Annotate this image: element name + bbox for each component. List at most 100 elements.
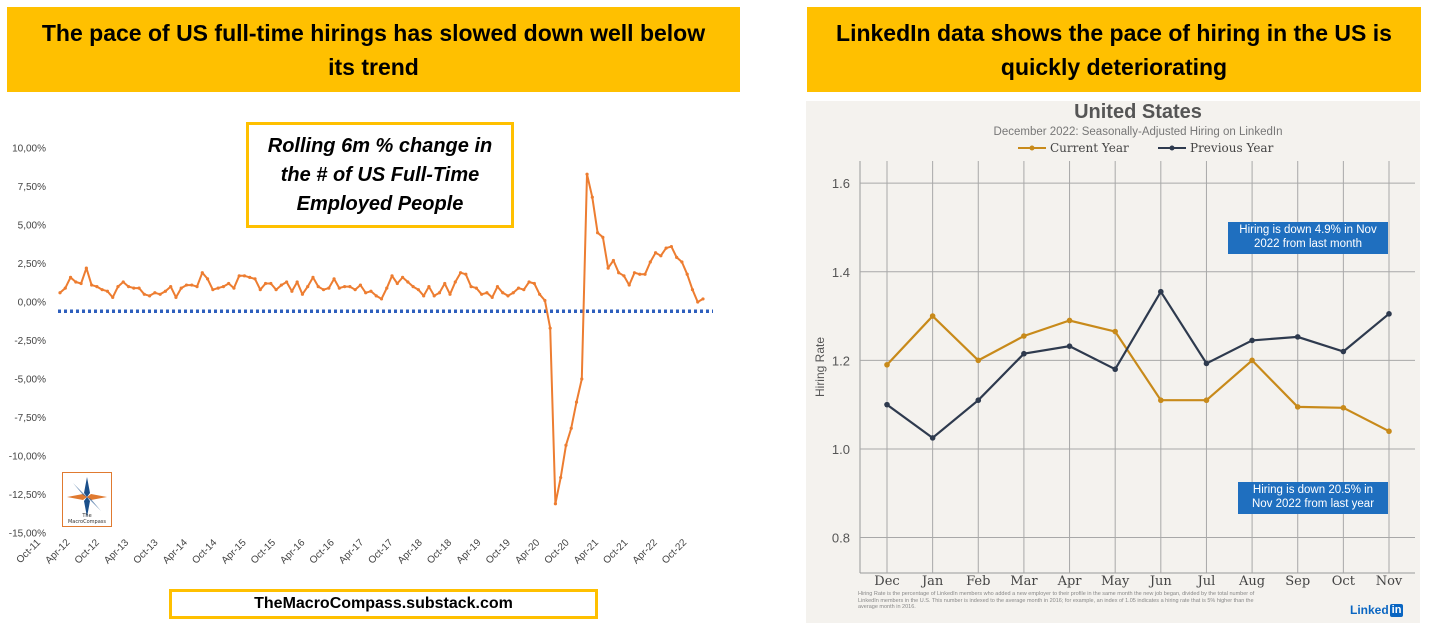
- data-point: [659, 254, 663, 258]
- data-point: [184, 283, 189, 287]
- x-tick-label: Apr-14: [161, 537, 190, 566]
- y-tick-label: -5,00%: [14, 375, 46, 386]
- data-point: [253, 277, 257, 281]
- data-point: [142, 292, 146, 296]
- data-point: [448, 292, 452, 296]
- data-point: [601, 235, 605, 239]
- right-banner-text: LinkedIn data shows the pace of hiring i…: [836, 19, 1392, 80]
- data-point: [100, 288, 104, 292]
- x-tick-label: Oct-18: [425, 537, 454, 566]
- y-tick-label: -2,50%: [14, 336, 46, 347]
- y-tick-label: 1.6: [832, 176, 850, 191]
- data-point: [532, 281, 536, 286]
- data-point: [622, 274, 626, 278]
- series-point: [884, 401, 890, 408]
- data-point: [343, 285, 347, 289]
- y-tick-label: 2,50%: [18, 259, 46, 270]
- data-point: [232, 286, 236, 290]
- substack-link-text[interactable]: TheMacroCompass.substack.com: [254, 595, 513, 612]
- y-tick-label: 1.0: [832, 442, 850, 457]
- data-point: [79, 281, 83, 286]
- data-point: [564, 443, 568, 447]
- data-point: [274, 288, 278, 292]
- data-point: [422, 294, 426, 298]
- data-point: [153, 291, 157, 295]
- chart-subtitle: December 2022: Seasonally-Adjusted Hirin…: [994, 126, 1283, 138]
- data-point: [111, 295, 115, 299]
- data-point: [632, 271, 637, 275]
- data-point: [453, 280, 457, 284]
- data-point: [374, 294, 378, 298]
- data-point: [675, 255, 679, 259]
- data-point: [643, 272, 647, 276]
- data-point: [427, 285, 431, 289]
- series-point: [1112, 328, 1118, 335]
- us-fulltime-chart: 10,00% 7,50% 5,00% 2,50% 0,00% -2,50% -5,00% -7…: [9, 144, 713, 566]
- data-point: [432, 294, 436, 298]
- data-point: [237, 274, 241, 278]
- x-tick-label: Feb: [966, 574, 990, 589]
- data-point: [569, 426, 573, 430]
- data-point: [696, 300, 700, 304]
- x-tick-label: Apr-12: [43, 537, 72, 566]
- y-tick-label: 5,00%: [18, 221, 46, 232]
- linkedin-hiring-chart: United States December 2022: Seasonally-A…: [806, 101, 1420, 623]
- x-tick-label: Oct-13: [132, 537, 161, 566]
- data-point: [590, 195, 594, 199]
- substack-link[interactable]: TheMacroCompass.substack.com: [169, 589, 598, 619]
- annotation-month-text: Hiring is down 4.9% in Nov 2022 from las…: [1239, 224, 1377, 250]
- data-point: [211, 288, 215, 292]
- annotation-year-text: Hiring is down 20.5% in Nov 2022 from la…: [1251, 484, 1375, 510]
- right-banner: LinkedIn data shows the pace of hiring i…: [807, 7, 1421, 92]
- x-tick-label: Apr: [1057, 574, 1083, 589]
- left-banner-text: The pace of US full-time hirings has slo…: [41, 19, 706, 80]
- data-point: [680, 260, 684, 264]
- x-tick-label: Nov: [1376, 574, 1403, 589]
- data-point: [653, 251, 658, 255]
- data-point: [200, 271, 204, 275]
- data-point: [511, 291, 515, 295]
- data-point: [585, 172, 589, 176]
- x-tick-label: May: [1101, 574, 1130, 589]
- data-point: [163, 289, 168, 293]
- data-point: [580, 377, 584, 381]
- series-point: [929, 313, 936, 319]
- chart-footnote-box: Hiring Rate is the percentage of LinkedI…: [858, 591, 1254, 610]
- x-tick-label: Aug: [1238, 574, 1265, 589]
- series-line: [886, 289, 1390, 440]
- x-tick-label: Oct-16: [308, 537, 337, 566]
- series-point: [1294, 334, 1301, 340]
- data-point: [538, 292, 542, 296]
- x-tick-label: Oct-14: [190, 537, 219, 566]
- series-point: [1066, 317, 1073, 324]
- data-point: [311, 275, 315, 279]
- y-axis-label: Hiring Rate: [813, 337, 827, 397]
- series-point: [1249, 337, 1255, 344]
- data-point: [242, 274, 247, 278]
- data-point: [285, 280, 289, 284]
- data-point: [269, 281, 273, 286]
- chart-title: United States: [1074, 101, 1202, 123]
- data-point: [306, 285, 310, 289]
- data-point: [337, 286, 341, 290]
- data-point: [58, 291, 62, 295]
- data-point: [179, 286, 183, 290]
- data-point: [195, 285, 199, 289]
- series-point: [975, 397, 982, 404]
- chart-callout: Rolling 6m % change in the # of US Full-…: [246, 122, 514, 228]
- data-point: [227, 281, 231, 286]
- x-tick-label: Dec: [874, 574, 899, 589]
- series-point: [884, 361, 890, 368]
- data-point: [158, 292, 162, 296]
- data-point: [321, 288, 326, 292]
- data-point: [548, 326, 552, 330]
- data-point: [221, 285, 225, 289]
- data-point: [295, 280, 299, 284]
- series-point: [975, 357, 982, 364]
- x-tick-label: Mar: [1010, 574, 1038, 589]
- series-point: [1203, 360, 1210, 367]
- x-tick-label: Oct-17: [366, 537, 395, 566]
- series-point: [1340, 404, 1347, 411]
- linkedin-logo-text: Linked: [1350, 603, 1389, 617]
- data-point: [522, 288, 526, 292]
